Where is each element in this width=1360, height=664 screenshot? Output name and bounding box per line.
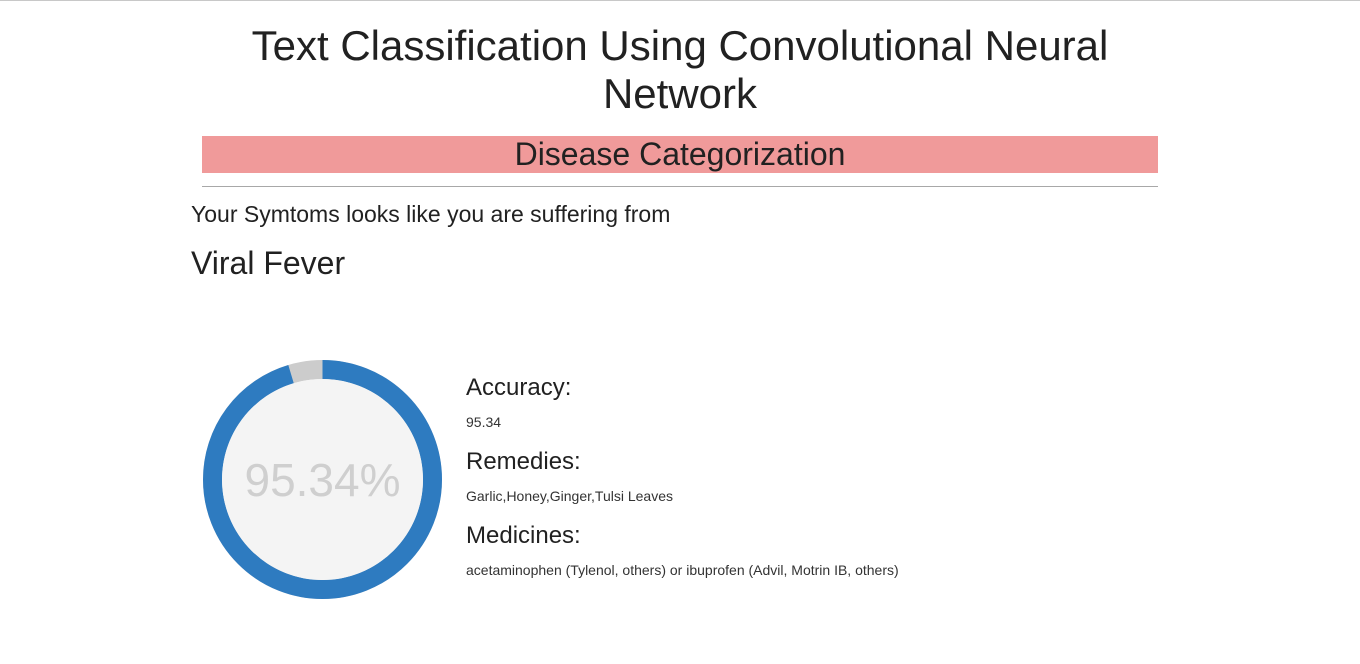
section-banner: Disease Categorization (202, 136, 1158, 173)
page-title: Text Classification Using Convolutional … (251, 22, 1109, 117)
details-panel: Accuracy: 95.34 Remedies: Garlic,Honey,G… (466, 373, 1166, 595)
gauge-svg (203, 360, 442, 599)
result-intro-text: Your Symtoms looks like you are sufferin… (191, 201, 671, 227)
accuracy-gauge: 95.34% (202, 359, 443, 600)
medicines-heading: Medicines: (466, 522, 581, 549)
diagnosis-title: Viral Fever (191, 245, 346, 281)
top-rule (0, 0, 1360, 1)
remedies-value: Garlic,Honey,Ginger,Tulsi Leaves (466, 488, 673, 504)
medicines-value: acetaminophen (Tylenol, others) or ibupr… (466, 562, 899, 578)
gauge-center (222, 379, 423, 580)
gauge-fill (203, 360, 442, 599)
divider (202, 186, 1158, 187)
remedies-heading: Remedies: (466, 448, 581, 475)
accuracy-value: 95.34 (466, 414, 502, 430)
accuracy-heading: Accuracy: (466, 374, 572, 401)
